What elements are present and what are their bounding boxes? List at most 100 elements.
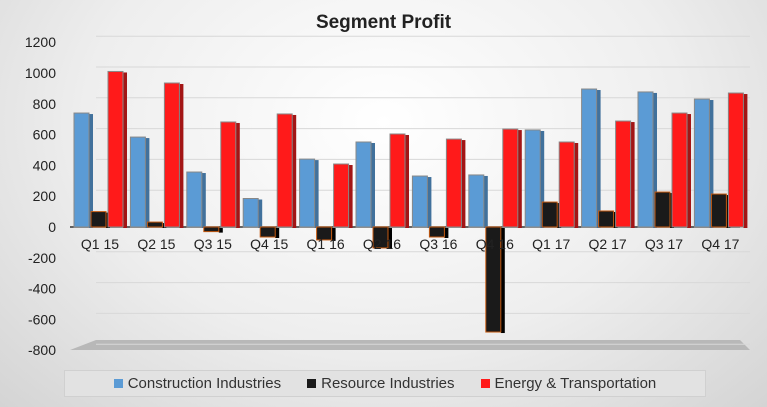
bar: [541, 201, 558, 228]
bar-side: [540, 130, 545, 228]
bar-side: [687, 114, 691, 228]
bar: [727, 92, 744, 228]
bar-side: [218, 228, 223, 233]
legend-item-construction: Construction Industries: [113, 375, 282, 392]
bar: [581, 88, 598, 228]
x-tick-label: Q1 16: [307, 236, 345, 252]
bar: [693, 98, 710, 228]
legend-label: Resource Industries: [321, 375, 455, 392]
bar: [428, 226, 445, 238]
bar: [671, 112, 688, 228]
bar-side: [388, 228, 392, 249]
bar: [276, 113, 293, 228]
bar-side: [630, 122, 635, 228]
legend-label: Energy & Transportation: [494, 375, 657, 392]
bar-side: [461, 140, 466, 228]
legend-item-resource: Resource Industries: [307, 375, 455, 392]
legend-swatch: [480, 379, 490, 388]
bar: [242, 198, 259, 228]
bar: [411, 175, 428, 228]
bar: [90, 211, 107, 228]
bar: [299, 158, 316, 228]
y-tick-label: 200: [33, 188, 57, 204]
legend-swatch: [113, 379, 123, 388]
y-tick-label: 800: [33, 96, 57, 112]
bar: [129, 136, 146, 228]
bar-side: [444, 228, 449, 239]
bar: [186, 171, 203, 228]
y-tick-label: 1200: [25, 34, 56, 50]
bar-side: [201, 173, 206, 228]
y-tick-label: -400: [28, 281, 56, 297]
bar: [502, 128, 519, 228]
y-tick-label: -800: [28, 342, 56, 358]
x-tick-label: Q2 15: [137, 236, 175, 252]
bar-side: [653, 92, 657, 228]
bar-side: [483, 175, 488, 228]
y-tick-label: -600: [28, 311, 56, 327]
bar: [524, 129, 541, 228]
bar: [485, 226, 502, 333]
bar: [558, 141, 575, 228]
bar: [468, 174, 485, 228]
floor: [70, 340, 750, 350]
x-tick-label: Q3 17: [645, 236, 683, 252]
bar-side: [596, 90, 601, 229]
legend-swatch: [307, 379, 317, 388]
bar: [316, 226, 333, 241]
bar-side: [179, 84, 184, 228]
legend-label: Construction Industries: [127, 375, 282, 392]
bar: [107, 70, 124, 228]
x-tick-label: Q2 17: [589, 236, 627, 252]
bar: [220, 121, 237, 228]
bar-side: [292, 114, 297, 228]
bar-side: [405, 134, 409, 228]
bar: [637, 91, 654, 228]
bar-side: [314, 160, 319, 228]
bar: [163, 82, 180, 228]
chart-title: Segment Profit: [315, 12, 452, 33]
bar: [333, 163, 350, 228]
y-tick-label: 600: [33, 127, 57, 143]
bar: [389, 133, 406, 228]
bar: [146, 221, 163, 228]
x-tick-label: Q1 15: [81, 236, 119, 252]
bar: [259, 226, 276, 238]
bar: [372, 226, 389, 249]
bar: [355, 141, 372, 228]
bar-side: [275, 228, 280, 239]
bar-side: [709, 100, 714, 228]
x-tick-label: Q2 16: [363, 236, 401, 252]
x-tick-label: Q1 17: [532, 236, 570, 252]
bar-side: [235, 122, 240, 228]
bar: [445, 138, 462, 228]
bar: [615, 120, 632, 228]
bar-side: [145, 138, 150, 228]
x-tick-label: Q4 15: [250, 236, 288, 252]
bar-side: [371, 142, 375, 228]
bar-side: [427, 177, 432, 228]
y-tick-label: -200: [28, 250, 56, 266]
legend: Construction Industries Resource Industr…: [64, 370, 706, 397]
bar: [73, 112, 90, 228]
y-tick-label: 400: [33, 157, 57, 173]
bar-side: [743, 94, 748, 229]
x-tick-label: Q3 15: [194, 236, 232, 252]
bar-side: [517, 130, 522, 228]
x-tick-label: Q4 16: [476, 236, 514, 252]
bar-side: [574, 142, 579, 228]
bar: [203, 226, 220, 233]
bar-side: [89, 114, 93, 228]
bar-side: [123, 72, 127, 229]
bar-side: [348, 165, 353, 228]
x-tick-label: Q4 17: [701, 236, 739, 252]
x-tick-label: Q3 16: [419, 236, 457, 252]
bar: [598, 210, 615, 228]
bar-side: [331, 228, 336, 241]
bar: [654, 191, 671, 228]
bar-side: [500, 228, 505, 334]
bar: [710, 193, 727, 228]
legend-item-energy: Energy & Transportation: [480, 375, 657, 392]
y-tick-label: 0: [48, 219, 56, 235]
